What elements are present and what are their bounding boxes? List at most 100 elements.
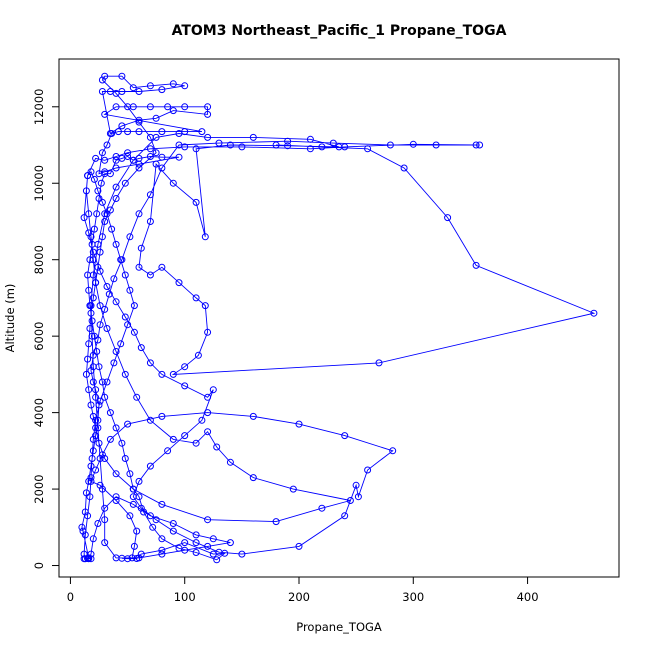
- data-point: [95, 401, 103, 409]
- data-point: [117, 340, 125, 348]
- data-point: [164, 447, 172, 455]
- data-point: [87, 302, 95, 310]
- data-point: [98, 88, 106, 95]
- data-point: [289, 485, 297, 493]
- data-point: [78, 523, 86, 531]
- data-point: [375, 359, 383, 367]
- data-point: [92, 386, 100, 394]
- data-point: [146, 103, 154, 111]
- data-point: [80, 550, 88, 558]
- data-point: [329, 139, 337, 147]
- data-point: [94, 263, 102, 271]
- data-point: [295, 420, 303, 428]
- data-point: [98, 198, 106, 206]
- x-axis-label: Propane_TOGA: [296, 620, 382, 634]
- data-point: [204, 110, 212, 118]
- data-point: [181, 143, 189, 151]
- data-point: [96, 321, 104, 329]
- data-point: [213, 443, 221, 451]
- data-point: [146, 218, 154, 225]
- data-point: [121, 271, 129, 279]
- data-point: [89, 294, 97, 302]
- data-point: [92, 424, 100, 432]
- data-point: [341, 512, 349, 520]
- data-point: [112, 497, 120, 504]
- data-point: [135, 210, 143, 218]
- data-point: [124, 103, 132, 111]
- data-point: [198, 416, 206, 424]
- data-point: [89, 248, 97, 256]
- x-tick-label: 0: [67, 590, 74, 604]
- data-point: [94, 424, 102, 432]
- data-point: [124, 420, 132, 428]
- data-point: [152, 160, 160, 168]
- data-point: [112, 183, 120, 191]
- data-point: [444, 214, 452, 222]
- data-point: [146, 82, 154, 90]
- data-point: [137, 504, 145, 512]
- data-point: [169, 435, 177, 443]
- data-point: [181, 546, 189, 554]
- data-point: [135, 116, 143, 124]
- data-point: [306, 135, 314, 143]
- data-point: [84, 355, 92, 363]
- data-point: [106, 130, 114, 137]
- data-point: [204, 542, 212, 550]
- data-point: [192, 198, 200, 206]
- data-point: [101, 393, 109, 401]
- data-point: [118, 439, 126, 447]
- data-point: [135, 88, 143, 95]
- data-point: [98, 485, 106, 493]
- data-point: [96, 302, 104, 310]
- data-point: [114, 128, 122, 136]
- data-point: [82, 370, 90, 378]
- data-point: [130, 302, 138, 310]
- data-point: [221, 549, 229, 557]
- data-point: [101, 539, 109, 547]
- data-point: [112, 470, 120, 478]
- data-point: [110, 275, 118, 283]
- data-point: [112, 493, 120, 501]
- data-point: [204, 393, 212, 401]
- data-point: [201, 302, 209, 310]
- y-tick-label: 10000: [32, 165, 46, 202]
- data-point: [96, 267, 104, 275]
- data-point: [135, 493, 143, 501]
- data-point: [135, 477, 143, 485]
- data-point: [101, 504, 109, 512]
- data-point: [133, 527, 141, 535]
- data-point: [169, 520, 177, 527]
- data-point: [215, 139, 223, 147]
- data-point: [89, 412, 97, 420]
- data-point: [169, 179, 177, 187]
- data-point: [94, 240, 102, 248]
- data-point: [238, 550, 246, 558]
- x-tick-label: 100: [174, 590, 196, 604]
- data-point: [129, 500, 137, 508]
- data-point: [101, 218, 109, 225]
- data-point: [130, 328, 138, 336]
- data-point: [92, 416, 100, 424]
- data-point: [87, 233, 95, 241]
- data-point: [181, 82, 189, 90]
- data-point: [409, 140, 417, 148]
- x-tick-label: 400: [517, 590, 539, 604]
- data-point: [96, 397, 104, 405]
- data-point: [158, 535, 166, 543]
- data-point: [89, 535, 97, 543]
- data-point: [590, 309, 598, 317]
- data-point: [295, 542, 303, 550]
- data-point: [354, 493, 362, 501]
- data-point: [198, 128, 206, 136]
- data-point: [135, 554, 143, 562]
- data-point: [128, 554, 136, 562]
- x-axis: 0 100 200 300 400: [67, 577, 539, 604]
- data-point: [126, 470, 134, 478]
- data-point: [238, 143, 246, 151]
- data-point: [209, 386, 217, 394]
- data-point: [96, 481, 104, 489]
- data-point: [95, 195, 103, 202]
- data-point: [118, 72, 126, 80]
- data-point: [92, 432, 100, 440]
- data-point: [192, 531, 200, 539]
